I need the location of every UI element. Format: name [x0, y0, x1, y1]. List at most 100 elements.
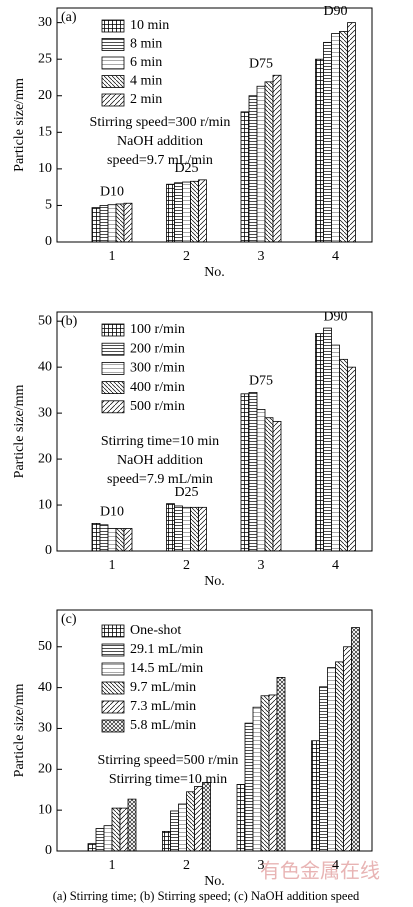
y-tick-label: 0	[45, 543, 52, 558]
bar	[343, 646, 352, 852]
legend-label: 29.1 mL/min	[130, 642, 203, 657]
group-label: D90	[323, 4, 347, 19]
y-tick-label: 50	[38, 313, 52, 328]
legend-label: 500 r/min	[130, 399, 185, 414]
y-tick-label: 20	[38, 88, 52, 103]
bar	[323, 327, 332, 552]
legend-label: 8 min	[130, 37, 162, 52]
legend-swatch	[101, 361, 125, 375]
panel-label: (a)	[61, 10, 77, 25]
legend-swatch	[101, 643, 125, 657]
annotation: Stirring speed=500 r/min	[98, 753, 239, 768]
y-tick-label: 50	[38, 639, 52, 654]
legend-swatch	[101, 93, 125, 107]
annotation: Stirring time=10 min	[109, 772, 227, 787]
bar	[335, 661, 344, 852]
bar	[182, 181, 191, 243]
bar	[178, 803, 187, 852]
panel-label: (b)	[61, 314, 78, 329]
bar	[260, 695, 270, 852]
y-tick-label: 40	[38, 680, 52, 695]
x-tick-label: 1	[109, 858, 116, 873]
y-tick-label: 0	[45, 234, 52, 249]
bar	[166, 183, 175, 243]
bar	[198, 506, 207, 552]
bar	[244, 722, 254, 852]
y-tick-label: 15	[38, 125, 52, 140]
legend-label: 400 r/min	[130, 380, 185, 395]
bar	[174, 505, 183, 552]
legend-swatch	[101, 19, 125, 33]
y-tick-label: 5	[45, 198, 52, 213]
bar	[119, 807, 129, 852]
plot-frame	[56, 311, 373, 552]
annotation: speed=7.9 mL/min	[107, 472, 213, 487]
legend-swatch	[101, 400, 125, 414]
bar	[315, 58, 324, 243]
bar	[166, 503, 175, 552]
bar	[127, 798, 137, 852]
x-axis-label: No.	[204, 265, 225, 280]
bar	[264, 81, 274, 243]
y-tick-label: 10	[38, 497, 52, 512]
legend-label: 9.7 mL/min	[130, 680, 196, 695]
x-tick-label: 3	[258, 249, 265, 264]
group-label: D25	[174, 485, 198, 500]
y-axis-label: Particle size/mm	[12, 78, 27, 172]
legend-label: 6 min	[130, 55, 162, 70]
bar	[91, 523, 101, 552]
x-tick-label: 2	[183, 249, 190, 264]
legend-swatch	[101, 323, 125, 337]
group-label: D10	[100, 184, 124, 199]
annotation: Stirring speed=300 r/min	[90, 115, 231, 130]
bar	[99, 205, 109, 243]
legend-label: 7.3 mL/min	[130, 699, 196, 714]
legend-label: 14.5 mL/min	[130, 661, 203, 676]
plot-frame	[56, 609, 373, 852]
annotation: NaOH addition	[117, 453, 203, 468]
legend-swatch	[101, 719, 125, 733]
bar	[252, 706, 262, 852]
bar	[240, 111, 250, 243]
annotation: NaOH addition	[117, 134, 203, 149]
y-tick-label: 40	[38, 359, 52, 374]
legend-label: 4 min	[130, 74, 162, 89]
legend-label: 100 r/min	[130, 322, 185, 337]
bar	[347, 22, 356, 243]
bar	[311, 740, 320, 852]
bar	[248, 95, 258, 243]
legend-swatch	[101, 75, 125, 88]
legend-label: One-shot	[130, 623, 181, 638]
y-axis-label: Particle size/mm	[12, 385, 27, 479]
bar	[190, 506, 199, 552]
bar	[95, 828, 105, 852]
legend-label: 200 r/min	[130, 341, 185, 356]
bar	[272, 420, 282, 552]
legend-swatch	[101, 342, 125, 356]
x-tick-label: 1	[109, 249, 116, 264]
legend-swatch	[101, 700, 125, 714]
bar	[194, 786, 203, 852]
bar	[264, 417, 274, 552]
annotation: speed=9.7 mL/min	[107, 153, 213, 168]
legend-swatch	[101, 38, 125, 51]
y-tick-label: 30	[38, 15, 52, 30]
bar	[162, 830, 171, 852]
bar	[115, 528, 125, 552]
x-tick-label: 4	[332, 858, 339, 873]
y-tick-label: 10	[38, 802, 52, 817]
bar	[339, 30, 348, 243]
panel-label: (c)	[61, 612, 77, 627]
bar	[331, 33, 340, 243]
legend-swatch	[101, 662, 125, 676]
bar	[236, 784, 246, 852]
x-tick-label: 3	[258, 858, 265, 873]
bar	[276, 676, 286, 852]
bar	[174, 182, 183, 243]
y-tick-label: 20	[38, 451, 52, 466]
bar	[107, 528, 117, 552]
bar	[256, 409, 266, 552]
bar	[123, 202, 133, 243]
bar	[339, 358, 348, 552]
